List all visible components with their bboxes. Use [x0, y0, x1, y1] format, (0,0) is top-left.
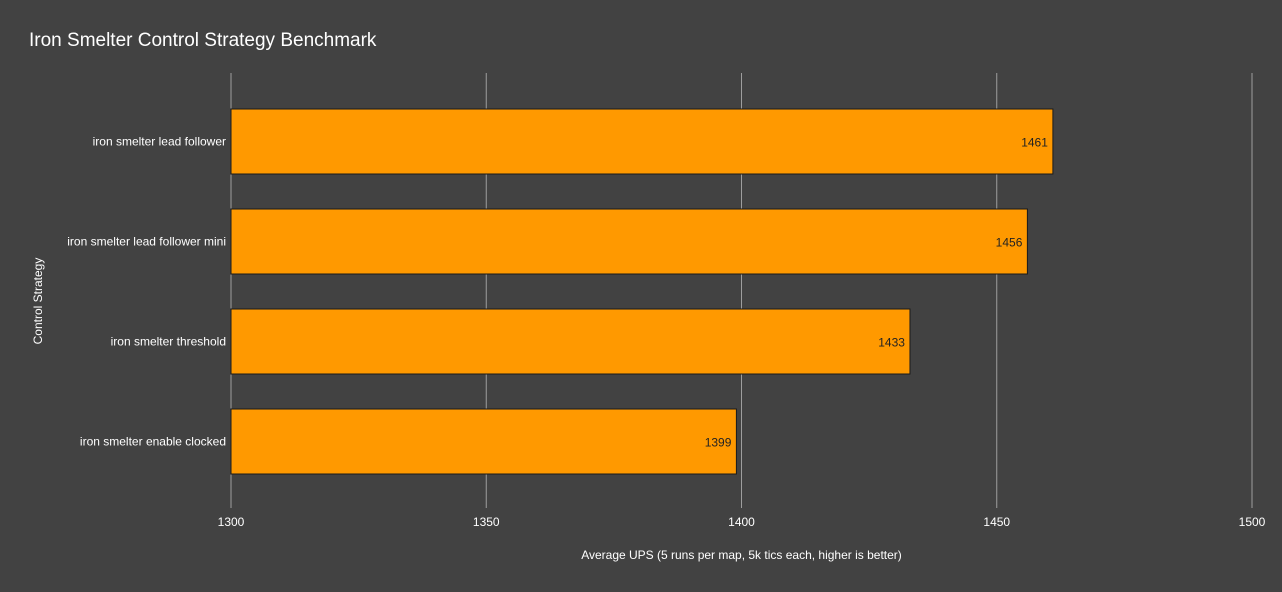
chart-title: Iron Smelter Control Strategy Benchmark — [29, 30, 377, 51]
data-label: 1433 — [878, 336, 905, 350]
data-label: 1399 — [705, 436, 732, 450]
x-tick-label: 1450 — [983, 515, 1010, 529]
y-axis-title: Control Strategy — [31, 258, 45, 345]
x-axis-title: Average UPS (5 runs per map, 5k tics eac… — [581, 548, 902, 562]
category-label: iron smelter lead follower mini — [67, 235, 226, 249]
x-tick-label: 1500 — [1239, 515, 1266, 529]
category-label: iron smelter lead follower — [93, 135, 226, 149]
x-tick-label: 1350 — [473, 515, 500, 529]
category-label: iron smelter threshold — [111, 335, 226, 349]
x-tick-label: 1300 — [218, 515, 245, 529]
category-label: iron smelter enable clocked — [80, 435, 226, 449]
data-label: 1456 — [996, 236, 1023, 250]
bar — [230, 408, 737, 475]
bar — [230, 108, 1054, 175]
data-label: 1461 — [1021, 136, 1048, 150]
bar — [230, 308, 911, 375]
bar — [230, 208, 1028, 275]
x-tick-label: 1400 — [728, 515, 755, 529]
